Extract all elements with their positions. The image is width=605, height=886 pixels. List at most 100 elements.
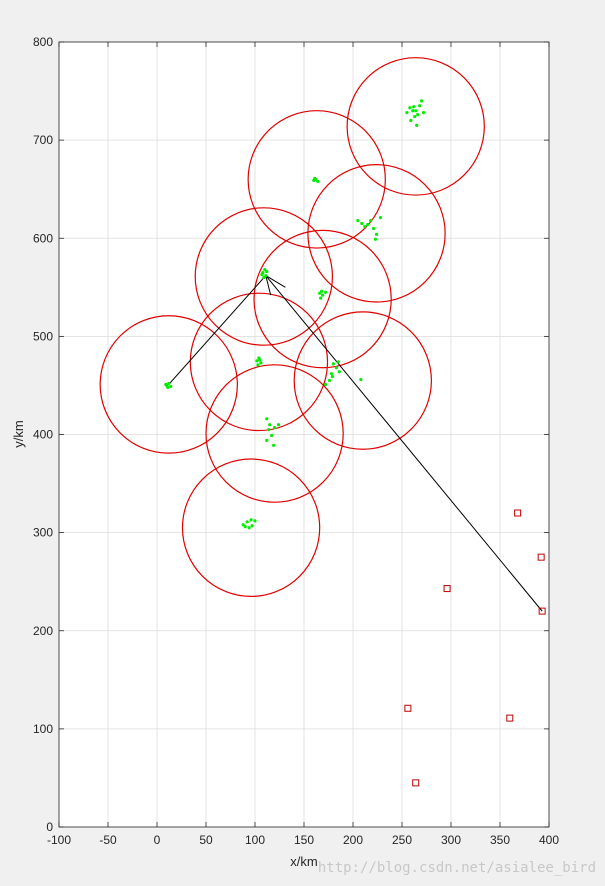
green-point (334, 366, 338, 370)
green-point (411, 109, 415, 113)
green-point (321, 293, 325, 297)
green-point (313, 176, 317, 180)
coverage-circle (194, 207, 334, 346)
square-marker (537, 553, 545, 561)
x-tick-label: 100 (245, 833, 265, 847)
green-point (319, 296, 323, 300)
coverage-circle (293, 311, 432, 450)
green-point (316, 179, 320, 183)
y-tick-label: 600 (33, 231, 53, 245)
green-point (408, 106, 412, 110)
green-point (360, 221, 364, 226)
y-tick-label: 300 (33, 526, 53, 540)
green-point (323, 290, 328, 294)
coverage-circle (181, 458, 321, 598)
x-tick-label: 0 (154, 833, 161, 847)
y-axis-label: y/km (11, 420, 26, 447)
green-point (258, 358, 262, 362)
green-point (276, 423, 281, 427)
y-tick-label: 800 (33, 35, 53, 49)
x-tick-label: -100 (47, 833, 71, 847)
green-point (250, 524, 254, 528)
green-point (320, 289, 324, 293)
green-point (270, 433, 274, 438)
green-point (416, 113, 420, 117)
green-point (374, 232, 379, 236)
squares-layer (404, 509, 546, 787)
y-tick-label: 200 (33, 624, 53, 638)
coverage-circle (247, 110, 386, 249)
y-tick-label: 0 (46, 820, 53, 834)
green-point (262, 275, 266, 280)
path-lines-layer (168, 275, 543, 612)
x-tick-label: 150 (294, 833, 314, 847)
x-tick-label: 250 (392, 833, 412, 847)
green-point (265, 438, 269, 442)
green-point (327, 378, 332, 383)
green-point (331, 362, 335, 366)
coverage-circle (346, 57, 485, 196)
x-tick-label: 400 (539, 833, 559, 847)
ticks (58, 41, 550, 828)
coverage-circle (189, 292, 329, 432)
square-marker (443, 585, 451, 593)
plot-area (99, 57, 546, 787)
green-point (260, 272, 264, 277)
green-point (409, 118, 413, 123)
green-point (369, 218, 373, 223)
y-tick-label: 700 (33, 133, 53, 147)
green-point (267, 427, 271, 432)
coverage-circle (307, 164, 446, 303)
green-point (418, 104, 422, 108)
green-point (373, 237, 378, 241)
green-point (363, 224, 367, 229)
square-marker (514, 509, 522, 517)
green-point (243, 525, 247, 529)
green-point (378, 216, 383, 220)
coverage-circle (253, 229, 392, 369)
path-line (265, 275, 543, 612)
square-marker (412, 779, 420, 787)
green-point (265, 270, 269, 274)
square-marker (506, 714, 514, 722)
watermark: http://blog.csdn.net/asialee_bird (318, 860, 596, 876)
x-tick-label: -50 (99, 833, 117, 847)
x-tick-label: 50 (199, 833, 213, 847)
path-line (265, 275, 286, 288)
green-point (405, 111, 409, 115)
green-point (420, 99, 424, 103)
green-point (249, 518, 253, 522)
green-point (169, 384, 173, 389)
green-point (253, 519, 257, 523)
green-point (272, 443, 276, 447)
green-point (259, 361, 263, 365)
green-point (330, 375, 335, 379)
green-point (166, 385, 170, 389)
square-marker (538, 607, 546, 615)
green-point (245, 520, 249, 524)
green-point (264, 273, 268, 278)
green-point (371, 226, 376, 231)
x-axis-label: x/km (290, 854, 317, 869)
green-point (356, 218, 360, 223)
green-point (412, 105, 416, 109)
circles-layer (99, 57, 485, 598)
x-tick-labels: -100 -50 0 50 100 150 200 250 300 350 400 (47, 833, 559, 847)
square-marker (404, 704, 412, 712)
green-point (336, 360, 340, 364)
green-point (366, 222, 370, 227)
green-point (329, 372, 334, 376)
green-point (263, 268, 267, 272)
y-tick-label: 400 (33, 428, 53, 442)
green-point (255, 359, 259, 363)
x-tick-label: 350 (490, 833, 510, 847)
path-line (168, 275, 267, 385)
path-line (265, 275, 272, 296)
green-point (414, 109, 418, 113)
green-point (323, 382, 328, 387)
coverage-circle (99, 315, 238, 454)
green-point (265, 417, 269, 421)
green-point (273, 426, 277, 430)
green-point (421, 111, 426, 115)
